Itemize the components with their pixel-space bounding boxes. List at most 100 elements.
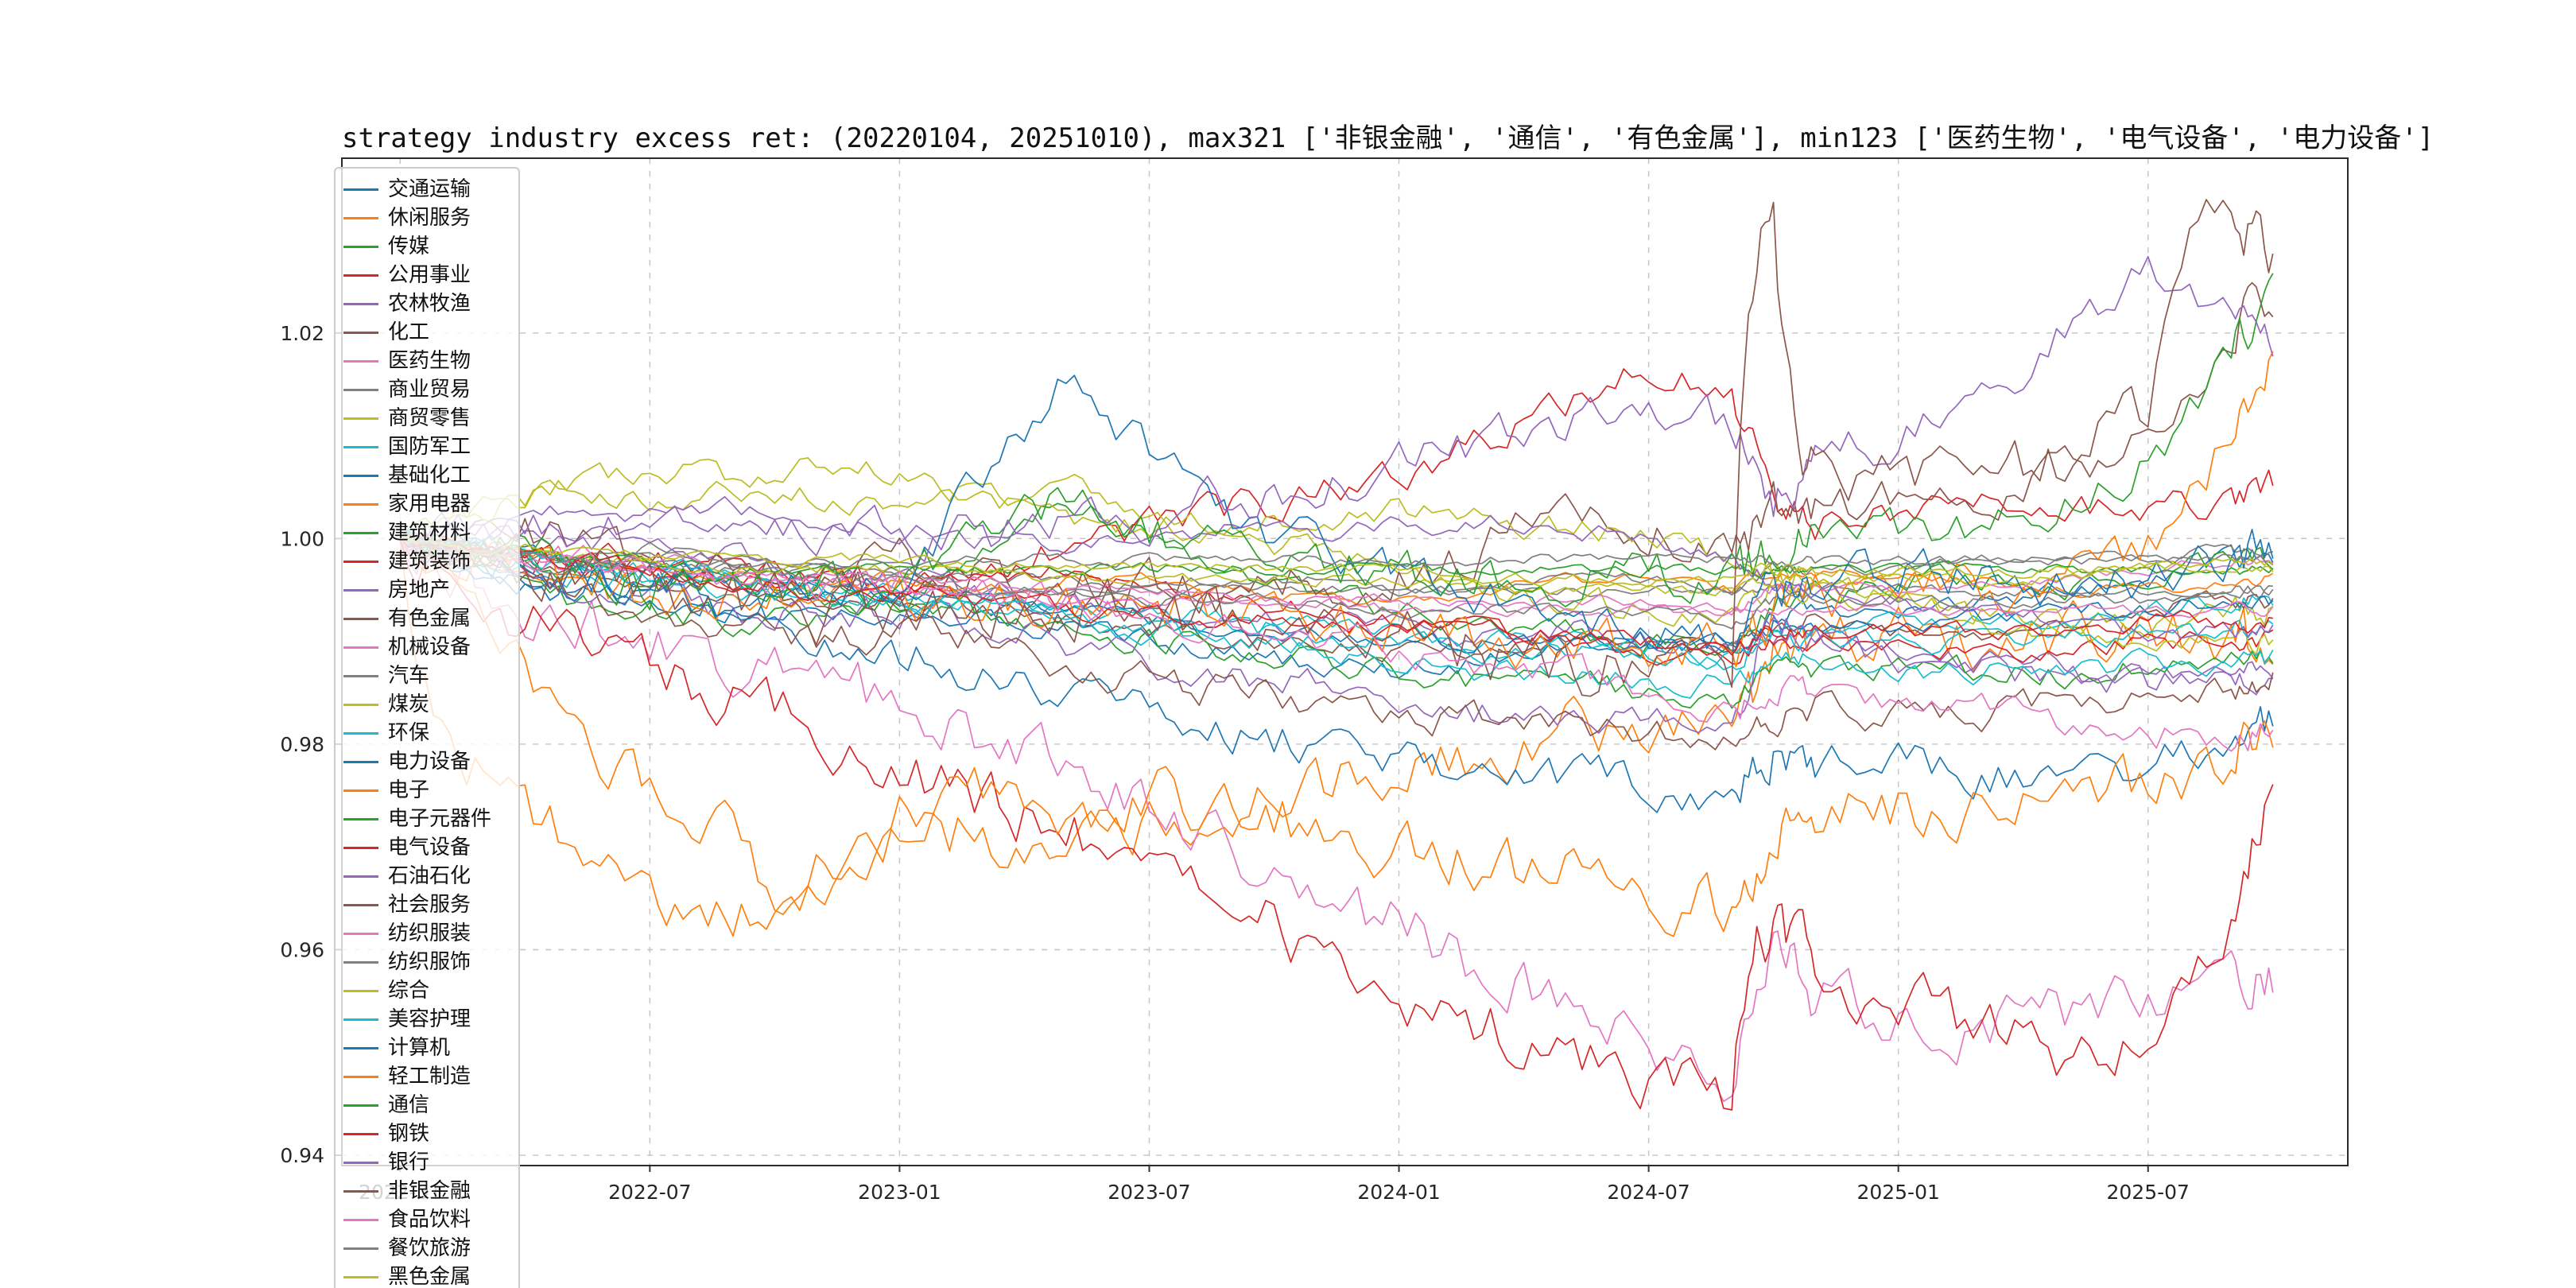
- legend-item: 商贸零售: [343, 404, 510, 433]
- legend-item: 钢铁: [343, 1119, 510, 1148]
- legend-item: 有色金属: [343, 604, 510, 633]
- legend-line-swatch: [343, 817, 378, 821]
- legend-item: 美容护理: [343, 1005, 510, 1034]
- legend-line-swatch: [343, 188, 378, 191]
- x-tick-label: 2025-01: [1856, 1181, 1939, 1204]
- legend-label: 建筑装饰: [388, 549, 471, 573]
- legend-label: 国防军工: [388, 435, 471, 459]
- x-tick-label: 2023-01: [858, 1181, 941, 1204]
- legend-label: 轻工制造: [388, 1065, 471, 1088]
- legend-line-swatch: [343, 1189, 378, 1193]
- series-line: [399, 537, 2274, 813]
- series-line: [399, 533, 2274, 937]
- legend-item: 化工: [343, 318, 510, 347]
- series-line: [400, 535, 2274, 588]
- legend-label: 电子元器件: [388, 807, 492, 831]
- axis-ticks: 0.940.960.981.001.022022-012022-072023-0…: [280, 322, 2190, 1204]
- legend-item: 传媒: [343, 232, 510, 261]
- legend-label: 基础化工: [388, 464, 471, 487]
- legend-label: 传媒: [388, 235, 430, 258]
- legend-item: 黑色金属: [343, 1263, 510, 1288]
- legend-label: 非银金融: [388, 1179, 471, 1203]
- legend-label: 电气设备: [388, 836, 471, 859]
- legend-line-swatch: [343, 388, 378, 391]
- legend-item: 汽车: [343, 661, 510, 690]
- x-tick-label: 2024-01: [1357, 1181, 1440, 1204]
- legend-item: 公用事业: [343, 261, 510, 289]
- legend-item: 餐饮旅游: [343, 1234, 510, 1263]
- legend-item: 交通运输: [343, 175, 510, 204]
- x-tick-label: 2023-07: [1108, 1181, 1190, 1204]
- legend-line-swatch: [343, 617, 378, 620]
- legend-label: 通信: [388, 1093, 430, 1117]
- legend-item: 农林牧渔: [343, 289, 510, 318]
- legend-line-swatch: [343, 1161, 378, 1164]
- legend-line-swatch: [343, 1018, 378, 1021]
- legend-label: 化工: [388, 320, 430, 344]
- legend: 交通运输 休闲服务传媒公用事业 农林牧渔 化工医药生物 商业贸易 商贸零售 国防军工基础化工…: [334, 167, 520, 1288]
- legend-item: 国防军工: [343, 433, 510, 461]
- legend-item: 房地产: [343, 576, 510, 604]
- legend-line-swatch: [343, 216, 378, 219]
- series-line: [400, 536, 2274, 751]
- series-line: [399, 538, 2274, 1111]
- legend-label: 医药生物: [388, 349, 471, 373]
- legend-line-swatch: [343, 1132, 378, 1135]
- legend-line-swatch: [343, 245, 378, 248]
- legend-line-swatch: [343, 960, 378, 964]
- legend-item: 家用电器: [343, 490, 510, 518]
- legend-item: 非银金融: [343, 1177, 510, 1205]
- legend-line-swatch: [343, 560, 378, 563]
- legend-label: 综合: [388, 979, 430, 1003]
- legend-line-swatch: [343, 274, 378, 277]
- legend-label: 计算机: [388, 1036, 451, 1060]
- legend-line-swatch: [343, 903, 378, 906]
- y-tick-label: 1.02: [280, 322, 324, 345]
- legend-item: 社会服务: [343, 890, 510, 919]
- legend-line-swatch: [343, 417, 378, 420]
- series-line: [399, 537, 2274, 752]
- legend-item: 建筑材料: [343, 518, 510, 547]
- series-line: [399, 537, 2274, 596]
- series-line: [399, 533, 2274, 630]
- legend-item: 电子元器件: [343, 805, 510, 833]
- legend-label: 社会服务: [388, 893, 471, 917]
- series-line: [399, 495, 2274, 642]
- series-line: [399, 537, 2273, 656]
- series-line: [400, 537, 2274, 709]
- legend-label: 房地产: [388, 578, 451, 602]
- y-tick-label: 0.98: [280, 733, 324, 756]
- legend-item: 医药生物: [343, 347, 510, 375]
- series-line: [399, 281, 2274, 614]
- legend-item: 纺织服饰: [343, 948, 510, 976]
- legend-label: 家用电器: [388, 492, 471, 516]
- series-line: [400, 534, 2273, 599]
- legend-line-swatch: [343, 445, 378, 448]
- legend-line-swatch: [343, 588, 378, 592]
- legend-item: 电气设备: [343, 833, 510, 862]
- legend-item: 纺织服装: [343, 919, 510, 948]
- legend-line-swatch: [343, 502, 378, 506]
- legend-label: 公用事业: [388, 263, 471, 287]
- legend-label: 石油石化: [388, 864, 471, 888]
- legend-label: 钢铁: [388, 1122, 430, 1146]
- legend-item: 综合: [343, 976, 510, 1005]
- legend-line-swatch: [343, 1275, 378, 1278]
- legend-line-swatch: [343, 846, 378, 849]
- legend-label: 黑色金属: [388, 1265, 471, 1288]
- legend-label: 餐饮旅游: [388, 1236, 471, 1260]
- series-line: [399, 538, 2274, 1103]
- legend-item: 环保: [343, 719, 510, 747]
- legend-item: 电力设备: [343, 747, 510, 776]
- legend-item: 商业贸易: [343, 375, 510, 404]
- legend-line-swatch: [343, 531, 378, 534]
- legend-item: 休闲服务: [343, 204, 510, 232]
- legend-label: 汽车: [388, 664, 430, 688]
- series-line: [400, 537, 2274, 663]
- legend-label: 煤炭: [388, 692, 430, 716]
- legend-line-swatch: [343, 302, 378, 305]
- legend-line-swatch: [343, 674, 378, 677]
- legend-item: 石油石化: [343, 862, 510, 890]
